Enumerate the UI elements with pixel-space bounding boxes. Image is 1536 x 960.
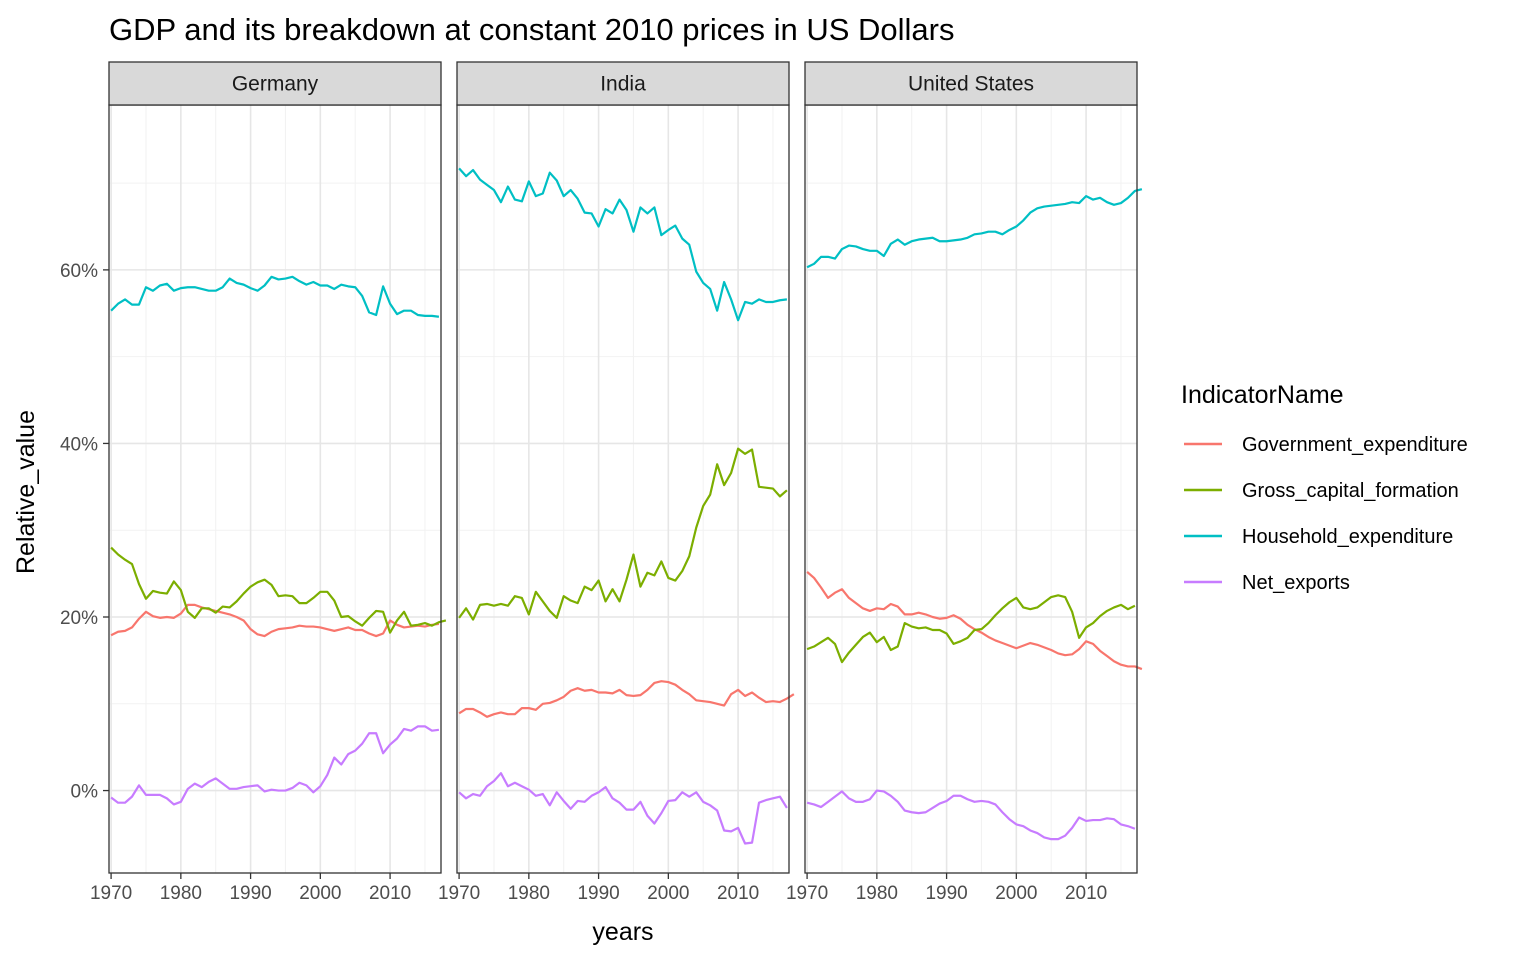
legend: IndicatorName Government_expenditure Gros…	[1181, 381, 1468, 594]
facet-panels: Germany India United States	[108, 61, 1143, 874]
x-tick-label: 1970	[786, 883, 828, 904]
chart-title: GDP and its breakdown at constant 2010 p…	[109, 12, 954, 47]
x-tick-label: 1980	[856, 883, 898, 904]
x-axis-title: years	[592, 918, 653, 946]
y-tick-label: 60%	[60, 261, 98, 282]
x-tick-label: 1970	[90, 883, 132, 904]
series-line-household-expenditure	[458, 167, 788, 322]
series-line-net-exports	[806, 789, 1136, 841]
facet-strip-label: India	[600, 73, 646, 96]
x-axes: 1970 1980 1990 2000 2010 1970 1980 1990 2000 2010…	[90, 873, 1107, 904]
y-axis-title: Relative_value	[12, 410, 40, 574]
panel-background	[805, 105, 1137, 873]
y-tick-label: 20%	[60, 608, 98, 629]
series-line-net-exports	[458, 772, 788, 845]
x-tick-label: 2000	[647, 883, 689, 904]
legend-label: Household_expenditure	[1242, 526, 1453, 548]
y-axis: 0% 20% 40% 60%	[60, 261, 109, 803]
facet-strip-label: Germany	[232, 73, 319, 96]
series-line-government-expenditure	[458, 680, 795, 718]
legend-item-net-exports: Net_exports	[1184, 572, 1350, 594]
panel-background	[457, 105, 789, 873]
legend-label: Government_expenditure	[1242, 434, 1468, 456]
legend-title: IndicatorName	[1181, 381, 1344, 409]
x-tick-label: 1980	[508, 883, 550, 904]
x-tick-label: 2000	[995, 883, 1037, 904]
series-line-household-expenditure	[806, 188, 1143, 269]
x-tick-label: 2000	[299, 883, 341, 904]
series-line-gross-capital-formation	[806, 594, 1136, 664]
series-line-household-expenditure	[110, 275, 440, 318]
facet-strip	[804, 61, 1138, 106]
legend-item-government-expenditure: Government_expenditure	[1184, 434, 1468, 456]
x-tick-label: 2010	[1065, 883, 1107, 904]
panel-united-states: United States	[804, 61, 1143, 874]
x-tick-label: 1990	[925, 883, 967, 904]
facet-strip-label: United States	[908, 73, 1034, 96]
x-tick-label: 1990	[577, 883, 619, 904]
x-tick-label: 1980	[160, 883, 202, 904]
series-line-government-expenditure	[110, 603, 440, 638]
series-line-gross-capital-formation	[458, 447, 788, 621]
facet-strip	[108, 61, 442, 106]
x-tick-label: 2010	[717, 883, 759, 904]
y-tick-label: 0%	[71, 782, 99, 803]
y-tick-label: 40%	[60, 434, 98, 455]
x-tick-label: 1970	[438, 883, 480, 904]
x-tick-label: 2010	[369, 883, 411, 904]
panel-india: India	[456, 61, 795, 874]
legend-item-gross-capital-formation: Gross_capital_formation	[1184, 480, 1459, 502]
legend-label: Gross_capital_formation	[1242, 480, 1459, 502]
series-line-net-exports	[110, 725, 440, 806]
legend-label: Net_exports	[1242, 572, 1350, 594]
series-line-gross-capital-formation	[110, 546, 447, 634]
legend-item-household-expenditure: Household_expenditure	[1184, 526, 1453, 548]
panel-background	[109, 105, 441, 873]
x-tick-label: 1990	[229, 883, 271, 904]
panel-germany: Germany	[108, 61, 447, 874]
facet-strip	[456, 61, 790, 106]
